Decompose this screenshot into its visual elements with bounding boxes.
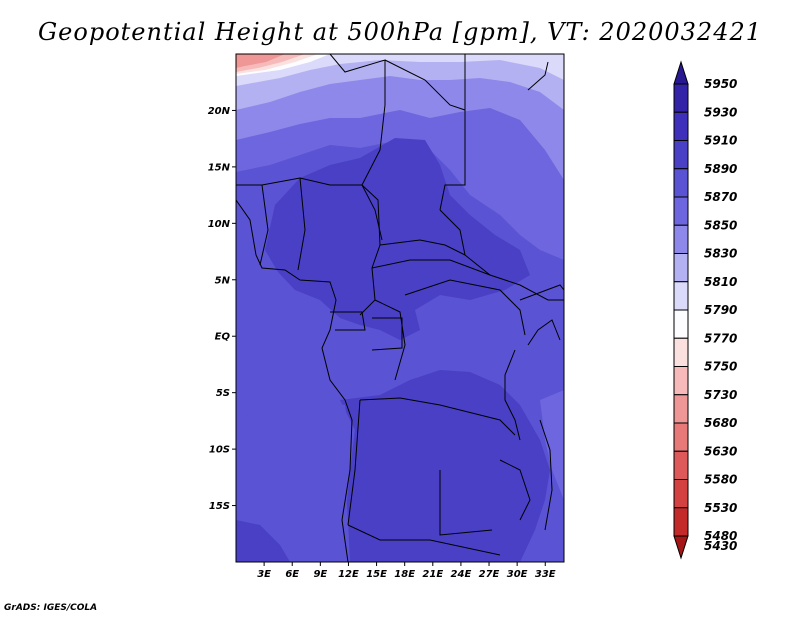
lat-tick-label: 20N <box>208 106 231 117</box>
lon-tick-label: 33E <box>535 569 556 580</box>
colorbar-swatch <box>673 224 689 254</box>
lon-tick-label: 9E <box>313 569 327 580</box>
coastline <box>236 199 561 562</box>
lon-tick-label: 21E <box>422 569 443 580</box>
longitude-axis: 3E 6E 9E 12E 15E 18E 21E 24E 27E 30E 33E <box>257 562 556 580</box>
colorbar-label: 5850 <box>704 218 737 232</box>
lon-tick-label: 27E <box>479 569 500 580</box>
colorbar-swatch <box>673 253 689 283</box>
colorbar-label: 5730 <box>704 388 737 402</box>
colorbar-label: 5910 <box>704 134 737 148</box>
colorbar-swatch <box>673 281 689 311</box>
colorbar-swatch <box>673 394 689 424</box>
lon-tick-label: 30E <box>507 569 528 580</box>
colorbar-bottom-arrow <box>673 535 689 560</box>
map-frame <box>235 53 565 563</box>
lon-tick-label: 24E <box>451 569 472 580</box>
colorbar-swatch <box>673 507 689 537</box>
lon-tick-label: 12E <box>338 569 359 580</box>
colorbar-label: 5810 <box>704 275 737 289</box>
lat-tick-label: 15N <box>208 162 231 173</box>
grads-credit: GrADS: IGES/COLA <box>4 603 98 613</box>
lon-tick-label: 15E <box>366 569 387 580</box>
colorbar-label: 5430 <box>704 539 737 553</box>
lon-tick-label: 18E <box>394 569 415 580</box>
lat-tick-label: 15S <box>209 501 230 512</box>
colorbar-label: 5790 <box>704 303 737 317</box>
colorbar-label: 5770 <box>704 331 737 345</box>
contour-5870-southwest <box>236 400 350 562</box>
colorbar-swatch <box>673 450 689 480</box>
colorbar-label: 5890 <box>704 162 737 176</box>
country-borders <box>236 54 564 556</box>
colorbar-swatch <box>673 337 689 367</box>
latitude-axis: 20N 15N 10N 5N EQ 5S 10S 15S <box>208 106 236 512</box>
chart-title: Geopotential Height at 500hPa [gpm], VT:… <box>38 18 762 46</box>
colorbar-label: 5580 <box>704 473 737 487</box>
lat-tick-label: 5N <box>215 275 231 286</box>
colorbar-label: 5830 <box>704 247 737 261</box>
colorbar-top-arrow <box>673 60 689 85</box>
lat-tick-label: 10N <box>208 219 231 230</box>
contour-5890-sw-corner <box>236 520 290 562</box>
colorbar-label: 5680 <box>704 416 737 430</box>
colorbar-label: 5930 <box>704 105 737 119</box>
colorbar-swatch <box>673 422 689 452</box>
lat-tick-label: 5S <box>216 388 230 399</box>
colorbar-label: 5950 <box>704 77 737 91</box>
colorbar-swatch <box>673 196 689 226</box>
colorbar-swatch <box>673 111 689 141</box>
colorbar-label: 5630 <box>704 444 737 458</box>
colorbar-swatch <box>673 309 689 339</box>
colorbar-label: 5480 <box>704 529 737 543</box>
colorbar-swatch <box>673 168 689 198</box>
colorbar-swatch <box>673 479 689 509</box>
colorbar-label: 5870 <box>704 190 737 204</box>
contour-5890 <box>265 138 530 340</box>
colorbar-label: 5530 <box>704 501 737 515</box>
colorbar-swatch <box>673 366 689 396</box>
lon-tick-label: 3E <box>257 569 271 580</box>
lat-tick-label: 10S <box>209 445 230 456</box>
lon-tick-label: 6E <box>285 569 299 580</box>
contour-5890-south <box>340 370 550 562</box>
contour-5850-east <box>540 390 564 500</box>
lat-tick-label: EQ <box>215 332 231 343</box>
contour-5790 <box>236 54 564 86</box>
colorbar-swatch <box>673 83 689 113</box>
contour-5680 <box>236 54 285 68</box>
colorbar-swatch <box>673 140 689 170</box>
colorbar-label: 5750 <box>704 360 737 374</box>
